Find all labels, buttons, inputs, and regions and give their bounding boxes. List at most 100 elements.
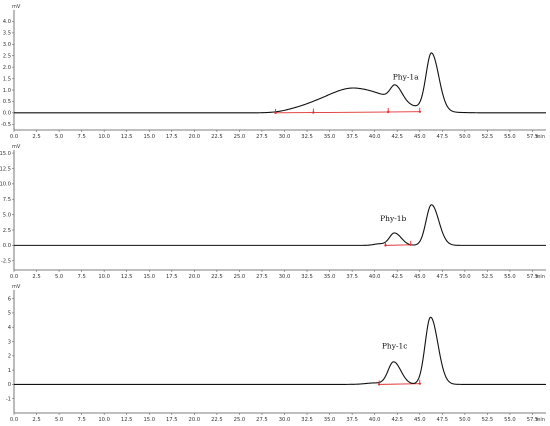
x-tick-label: 37.5 (346, 134, 358, 140)
x-unit-label: min (536, 134, 545, 140)
x-unit-label: min (536, 417, 545, 423)
integration-marker-dot (274, 111, 277, 115)
x-tick-label: 27.5 (256, 417, 268, 423)
x-tick-label: 57.5 (527, 274, 539, 280)
x-tick-label: 35.0 (324, 274, 336, 280)
y-tick-label: 2.0 (3, 65, 11, 71)
x-tick-label: 15.0 (143, 274, 155, 280)
y-tick-label: 5.0 (3, 212, 11, 218)
x-tick-label: 35.0 (324, 134, 336, 140)
x-tick-label: 42.5 (391, 274, 403, 280)
y-tick-label: 4.0 (3, 19, 11, 25)
y-tick-label: 2.5 (3, 54, 11, 60)
y-tick-label: 15.0 (0, 151, 11, 157)
x-tick-label: 22.5 (211, 417, 223, 423)
x-tick-label: 52.5 (482, 274, 494, 280)
integration-marker-dot (384, 244, 387, 247)
x-tick-label: 35.0 (324, 417, 336, 423)
x-tick-label: 37.5 (346, 417, 358, 423)
x-tick-label: 42.5 (391, 417, 403, 423)
x-tick-label: 27.5 (256, 274, 268, 280)
x-tick-label: 12.5 (121, 417, 133, 423)
x-tick-label: 7.5 (78, 134, 86, 140)
x-tick-label: 22.5 (211, 274, 223, 280)
x-tick-label: 40.0 (369, 134, 381, 140)
x-tick-label: 50.0 (459, 134, 471, 140)
x-tick-label: 42.5 (391, 134, 403, 140)
x-tick-label: 12.5 (121, 274, 133, 280)
y-tick-label: 0.5 (3, 99, 11, 105)
x-tick-label: 2.5 (32, 417, 40, 423)
x-tick-label: 5.0 (55, 274, 63, 280)
x-tick-label: 15.0 (143, 417, 155, 423)
integration-marker-dot (409, 243, 412, 246)
y-tick-label: 3 (8, 339, 11, 345)
x-tick-label: 27.5 (256, 134, 268, 140)
y-tick-label: 7.5 (3, 197, 11, 203)
x-tick-label: 0.0 (10, 274, 18, 280)
x-tick-label: 20.0 (189, 417, 201, 423)
y-tick-label: 4 (8, 325, 12, 331)
x-tick-label: 32.5 (301, 134, 313, 140)
x-tick-label: 12.5 (121, 134, 133, 140)
y-tick-label: 1.5 (3, 76, 11, 82)
x-tick-label: 0.0 (10, 134, 18, 140)
y-tick-label: 0.0 (3, 111, 11, 117)
x-tick-label: 2.5 (32, 134, 40, 140)
x-tick-label: 17.5 (166, 417, 178, 423)
x-tick-label: 25.0 (234, 134, 246, 140)
y-tick-label: 0 (8, 382, 11, 388)
x-tick-label: 25.0 (234, 274, 246, 280)
y-unit-label: mV (12, 4, 21, 10)
x-tick-label: 32.5 (301, 417, 313, 423)
peak-label: Phy-1c (382, 342, 408, 351)
x-tick-label: 22.5 (211, 134, 223, 140)
y-tick-label: -2.5 (1, 259, 11, 265)
x-tick-label: 55.0 (504, 134, 516, 140)
peak-label: Phy-1b (380, 214, 406, 223)
x-unit-label: min (536, 274, 545, 280)
x-tick-label: 15.0 (143, 134, 155, 140)
x-tick-label: 57.5 (527, 417, 539, 423)
integration-baseline (275, 111, 420, 114)
x-tick-label: 5.0 (55, 417, 63, 423)
x-tick-label: 30.0 (279, 134, 291, 140)
x-tick-label: 37.5 (346, 274, 358, 280)
chromatogram-panel-phy-1c: mV -1 0 1 2 3 4 5 6 0.0 2.5 5.0 7.5 10.0 12.5 15.0 17.5 2… (6, 284, 546, 423)
x-tick-label: 47.5 (437, 417, 449, 423)
y-tick-label: 1.0 (3, 88, 11, 94)
x-tick-label: 17.5 (166, 134, 178, 140)
y-tick-label: 12.5 (0, 166, 11, 172)
x-tick-label: 0.0 (10, 417, 18, 423)
y-unit-label: mV (12, 284, 21, 290)
x-tick-label: 7.5 (78, 417, 86, 423)
x-tick-label: 50.0 (459, 274, 471, 280)
x-tick-label: 47.5 (437, 274, 449, 280)
x-tick-label: 40.0 (369, 274, 381, 280)
y-tick-label: 3.0 (3, 42, 11, 48)
x-tick-label: 55.0 (504, 417, 516, 423)
x-tick-label: 7.5 (78, 274, 86, 280)
x-tick-label: 10.0 (98, 274, 110, 280)
integration-marker-dot (418, 110, 421, 113)
peak-label: Phy-1a (393, 73, 419, 82)
integration-marker-dot (312, 111, 315, 114)
y-tick-label: 1 (8, 368, 11, 374)
x-tick-label: 55.0 (504, 274, 516, 280)
x-tick-label: 52.5 (482, 134, 494, 140)
x-tick-label: 17.5 (166, 274, 178, 280)
y-tick-label: 0.0 (3, 243, 11, 249)
x-tick-label: 45.0 (414, 274, 426, 280)
x-tick-label: 50.0 (459, 417, 471, 423)
x-tick-label: 2.5 (32, 274, 40, 280)
x-tick-label: 52.5 (482, 417, 494, 423)
x-tick-label: 25.0 (234, 417, 246, 423)
y-tick-label: 2.5 (3, 228, 11, 234)
y-tick-label: 10.0 (0, 182, 11, 188)
x-tick-label: 20.0 (189, 134, 201, 140)
integration-marker-dot (377, 383, 381, 386)
x-tick-label: 45.0 (414, 417, 426, 423)
x-tick-label: 10.0 (98, 417, 110, 423)
x-tick-label: 5.0 (55, 134, 63, 140)
